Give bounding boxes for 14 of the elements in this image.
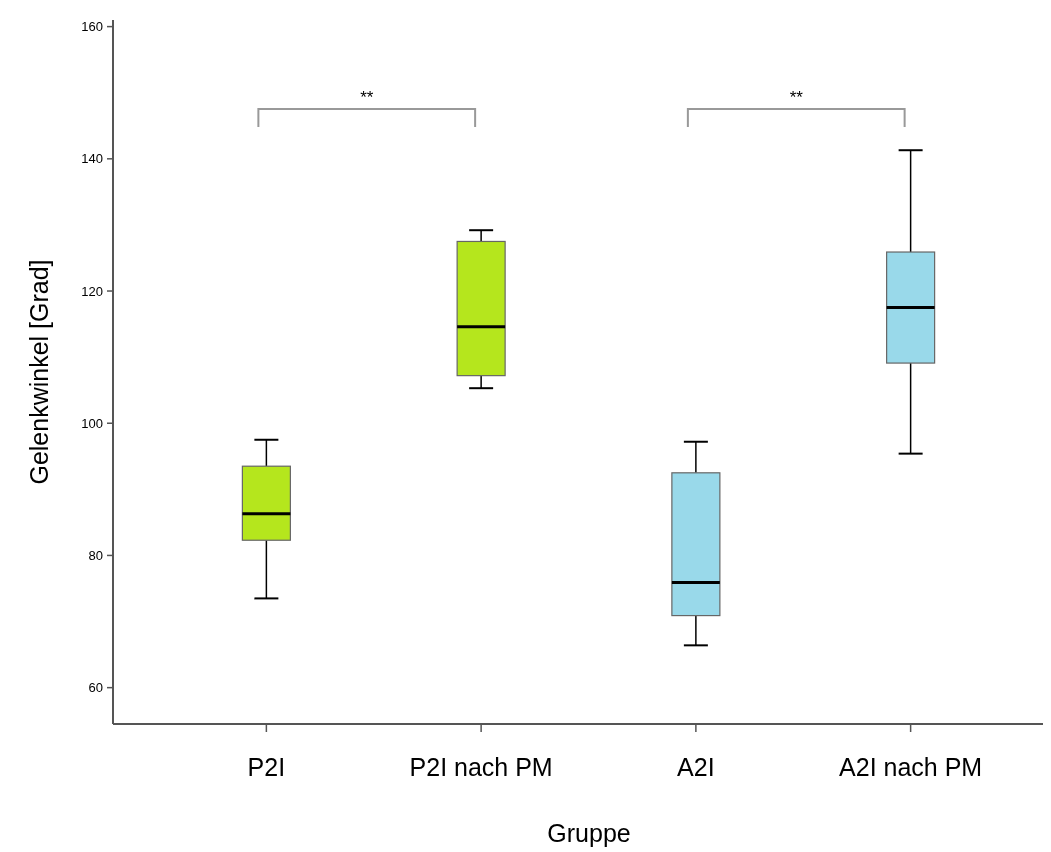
- y-tick-label: 60: [88, 680, 103, 696]
- y-tick-label: 120: [81, 283, 103, 299]
- x-tick-label: P2I: [247, 753, 286, 781]
- x-axis-title: Gruppe: [547, 819, 631, 847]
- x-tick-label: A2I nach PM: [839, 753, 983, 781]
- y-tick-label: 140: [81, 151, 103, 167]
- y-tick-label: 160: [81, 19, 103, 35]
- y-tick-label: 80: [88, 547, 103, 563]
- y-axis-title: Gelenkwinkel [Grad]: [25, 259, 53, 485]
- annotation: **: [789, 88, 804, 107]
- annotation: **: [360, 88, 374, 107]
- x-tick-label: A2I: [677, 753, 715, 781]
- x-tick-label: P2I nach PM: [409, 753, 553, 781]
- y-tick-label: 100: [81, 415, 103, 431]
